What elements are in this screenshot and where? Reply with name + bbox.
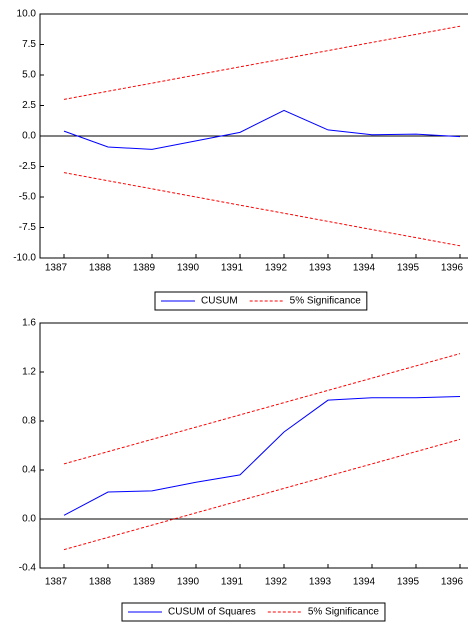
x-tick-label: 1388 <box>89 577 112 588</box>
y-tick-label: -2.5 <box>19 161 37 172</box>
x-tick-label: 1394 <box>353 263 376 274</box>
legend-label: CUSUM <box>201 296 238 307</box>
y-tick-label: 2.5 <box>22 100 36 111</box>
x-tick-label: 1393 <box>309 263 332 274</box>
legend-box <box>121 602 386 622</box>
y-tick-label: -7.5 <box>19 222 37 233</box>
x-tick-label: 1392 <box>265 577 288 588</box>
y-tick-label: 0.0 <box>22 514 36 525</box>
x-tick-label: 1394 <box>353 577 376 588</box>
y-tick-label: 0.8 <box>22 416 36 427</box>
x-tick-label: 1389 <box>133 263 156 274</box>
y-tick-label: 1.2 <box>22 367 36 378</box>
x-tick-label: 1390 <box>177 577 200 588</box>
y-tick-label: -0.4 <box>19 563 37 574</box>
y-tick-label: 0.4 <box>22 465 36 476</box>
series-line <box>63 109 461 150</box>
series-line <box>63 172 461 247</box>
x-tick-label: 1396 <box>441 577 464 588</box>
series-line <box>63 25 461 100</box>
x-tick-label: 1389 <box>133 577 156 588</box>
series-line <box>63 353 461 465</box>
legend-label: 5% Significance <box>308 607 380 618</box>
x-tick-label: 1392 <box>265 263 288 274</box>
y-tick-label: -5.0 <box>19 192 37 203</box>
x-tick-label: 1390 <box>177 263 200 274</box>
y-tick-label: 0.0 <box>22 131 36 142</box>
x-tick-label: 1395 <box>397 577 420 588</box>
x-tick-label: 1393 <box>309 577 332 588</box>
x-tick-label: 1387 <box>45 263 68 274</box>
y-tick-label: 10.0 <box>17 9 37 20</box>
x-tick-label: 1395 <box>397 263 420 274</box>
y-tick-label: 5.0 <box>22 70 36 81</box>
legend-label: CUSUM of Squares <box>168 607 256 618</box>
x-tick-label: 1396 <box>441 263 464 274</box>
y-tick-label: 7.5 <box>22 39 36 50</box>
x-tick-label: 1387 <box>45 577 68 588</box>
x-tick-label: 1388 <box>89 263 112 274</box>
series-line <box>63 438 461 551</box>
y-tick-label: 1.6 <box>22 318 36 329</box>
legend-label: 5% Significance <box>290 296 362 307</box>
y-tick-label: -10.0 <box>13 253 36 264</box>
x-tick-label: 1391 <box>221 263 244 274</box>
plot-frame <box>39 322 468 569</box>
x-tick-label: 1391 <box>221 577 244 588</box>
series-line <box>63 396 461 516</box>
